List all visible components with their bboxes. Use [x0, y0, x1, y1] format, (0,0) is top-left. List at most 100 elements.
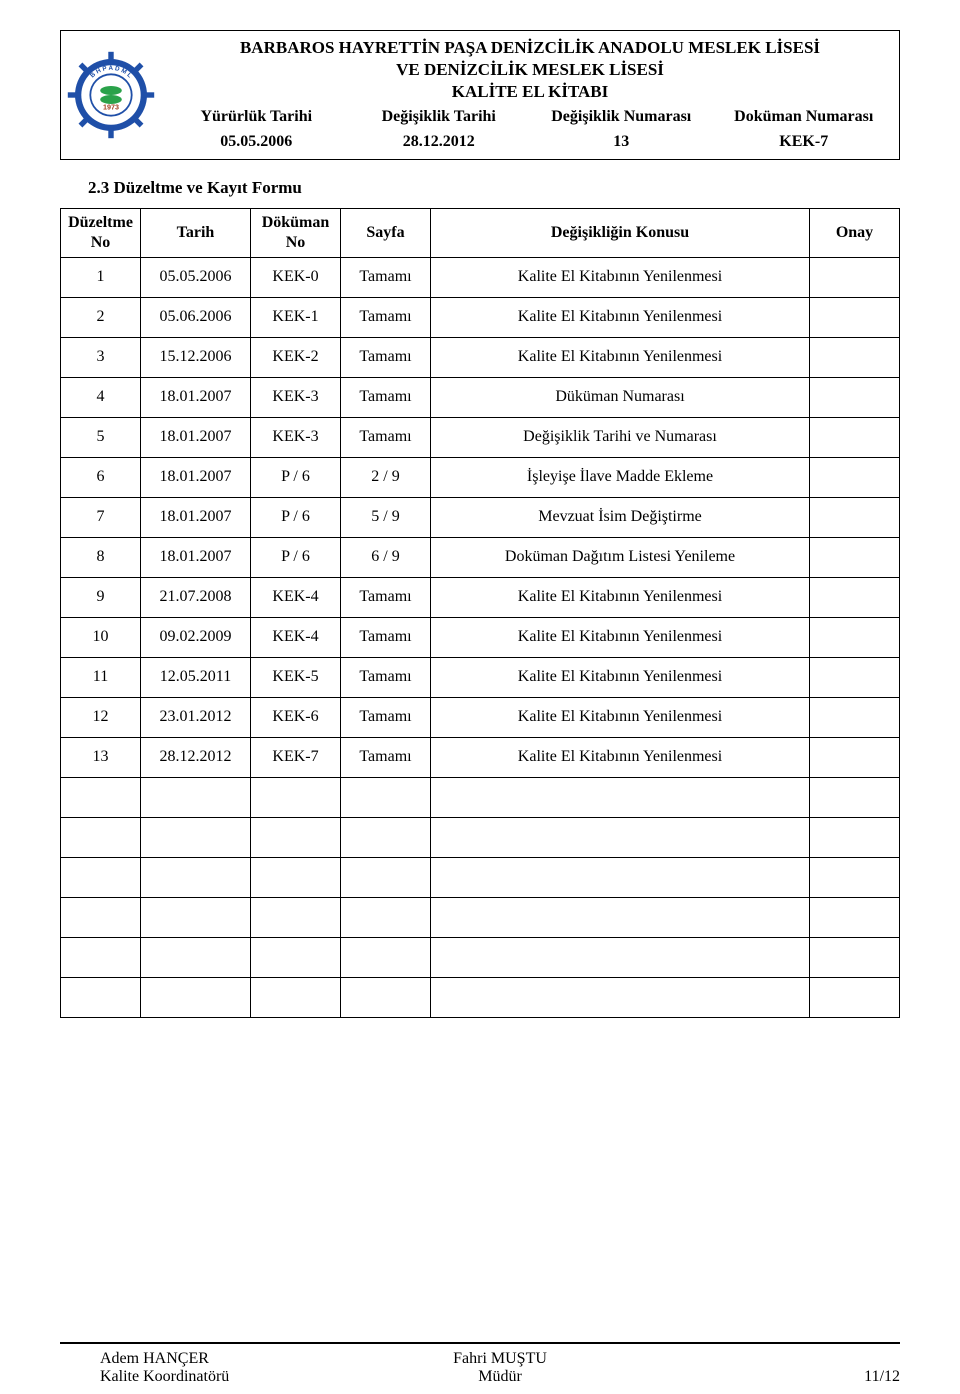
table-row	[61, 857, 900, 897]
cell-dok: KEK-4	[251, 617, 341, 657]
cell-tarih	[141, 977, 251, 1017]
cell-dok: KEK-1	[251, 297, 341, 337]
meta-value-dokuman-no: KEK-7	[713, 130, 896, 155]
table-row	[61, 817, 900, 857]
cell-dok: KEK-5	[251, 657, 341, 697]
cell-onay	[810, 377, 900, 417]
table-row	[61, 777, 900, 817]
cell-sayfa: 6 / 9	[341, 537, 431, 577]
table-row: 921.07.2008KEK-4TamamıKalite El Kitabını…	[61, 577, 900, 617]
cell-konu	[431, 937, 810, 977]
cell-konu	[431, 897, 810, 937]
cell-dok: KEK-3	[251, 417, 341, 457]
cell-onay	[810, 457, 900, 497]
cell-konu: Doküman Dağıtım Listesi Yenileme	[431, 537, 810, 577]
corrections-table: Düzeltme No Tarih Döküman No Sayfa Değiş…	[60, 208, 900, 1018]
meta-value-degisiklik-no: 13	[530, 130, 713, 155]
cell-dok: KEK-0	[251, 257, 341, 297]
cell-sayfa	[341, 937, 431, 977]
cell-no: 2	[61, 297, 141, 337]
meta-value-yururluk: 05.05.2006	[165, 130, 348, 155]
table-row	[61, 897, 900, 937]
cell-dok	[251, 817, 341, 857]
table-row: 205.06.2006KEK-1TamamıKalite El Kitabını…	[61, 297, 900, 337]
cell-no: 6	[61, 457, 141, 497]
cell-sayfa	[341, 897, 431, 937]
cell-no: 1	[61, 257, 141, 297]
cell-onay	[810, 777, 900, 817]
cell-dok: KEK-7	[251, 737, 341, 777]
cell-konu: Mevzuat İsim Değiştirme	[431, 497, 810, 537]
svg-text:1973: 1973	[103, 102, 119, 111]
cell-tarih: 23.01.2012	[141, 697, 251, 737]
table-header-row: Düzeltme No Tarih Döküman No Sayfa Değiş…	[61, 208, 900, 257]
cell-sayfa: Tamamı	[341, 257, 431, 297]
col-header-no: Düzeltme No	[61, 208, 141, 257]
cell-onay	[810, 977, 900, 1017]
table-row: 1223.01.2012KEK-6TamamıKalite El Kitabın…	[61, 697, 900, 737]
cell-dok: KEK-4	[251, 577, 341, 617]
cell-sayfa	[341, 817, 431, 857]
cell-tarih: 18.01.2007	[141, 377, 251, 417]
cell-dok: P / 6	[251, 537, 341, 577]
cell-onay	[810, 337, 900, 377]
col-header-tarih: Tarih	[141, 208, 251, 257]
cell-dok	[251, 897, 341, 937]
cell-sayfa: Tamamı	[341, 657, 431, 697]
cell-sayfa: 5 / 9	[341, 497, 431, 537]
cell-tarih: 18.01.2007	[141, 497, 251, 537]
cell-sayfa: 2 / 9	[341, 457, 431, 497]
col-header-konu: Değişikliğin Konusu	[431, 208, 810, 257]
cell-konu	[431, 817, 810, 857]
cell-no: 10	[61, 617, 141, 657]
cell-onay	[810, 257, 900, 297]
cell-onay	[810, 297, 900, 337]
cell-konu	[431, 777, 810, 817]
header-title: BARBAROS HAYRETTİN PAŞA DENİZCİLİK ANADO…	[161, 31, 899, 159]
cell-sayfa: Tamamı	[341, 737, 431, 777]
cell-dok: KEK-2	[251, 337, 341, 377]
cell-konu: Kalite El Kitabının Yenilenmesi	[431, 297, 810, 337]
title-line2: VE DENİZCİLİK MESLEK LİSESİ	[165, 59, 895, 81]
table-row: 315.12.2006KEK-2TamamıKalite El Kitabını…	[61, 337, 900, 377]
cell-no: 9	[61, 577, 141, 617]
cell-tarih: 28.12.2012	[141, 737, 251, 777]
cell-sayfa: Tamamı	[341, 297, 431, 337]
cell-onay	[810, 497, 900, 537]
cell-dok	[251, 857, 341, 897]
cell-sayfa: Tamamı	[341, 417, 431, 457]
meta-value-degisiklik-tarihi: 28.12.2012	[348, 130, 531, 155]
cell-sayfa: Tamamı	[341, 337, 431, 377]
cell-sayfa: Tamamı	[341, 617, 431, 657]
cell-tarih	[141, 897, 251, 937]
cell-konu: Kalite El Kitabının Yenilenmesi	[431, 257, 810, 297]
section-title: 2.3 Düzeltme ve Kayıt Formu	[88, 178, 900, 198]
col-header-dokuman: Döküman No	[251, 208, 341, 257]
cell-no: 8	[61, 537, 141, 577]
footer-left-title: Kalite Koordinatörü	[100, 1368, 367, 1386]
cell-sayfa	[341, 977, 431, 1017]
col-header-onay: Onay	[810, 208, 900, 257]
footer-left-name: Adem HANÇER	[100, 1350, 367, 1368]
cell-tarih: 18.01.2007	[141, 457, 251, 497]
table-row: 105.05.2006KEK-0TamamıKalite El Kitabını…	[61, 257, 900, 297]
cell-onay	[810, 617, 900, 657]
cell-tarih	[141, 777, 251, 817]
cell-tarih: 05.05.2006	[141, 257, 251, 297]
cell-no	[61, 937, 141, 977]
subtitle: KALİTE EL KİTABI	[165, 81, 895, 103]
cell-konu	[431, 857, 810, 897]
page-number: 11/12	[633, 1368, 900, 1386]
cell-onay	[810, 417, 900, 457]
cell-dok: P / 6	[251, 497, 341, 537]
cell-dok	[251, 777, 341, 817]
cell-onay	[810, 737, 900, 777]
cell-no	[61, 857, 141, 897]
cell-sayfa: Tamamı	[341, 697, 431, 737]
cell-konu: Kalite El Kitabının Yenilenmesi	[431, 657, 810, 697]
school-logo-icon: 1973 B H P A D M L	[66, 50, 156, 140]
cell-onay	[810, 857, 900, 897]
cell-sayfa	[341, 777, 431, 817]
cell-onay	[810, 657, 900, 697]
cell-dok	[251, 977, 341, 1017]
